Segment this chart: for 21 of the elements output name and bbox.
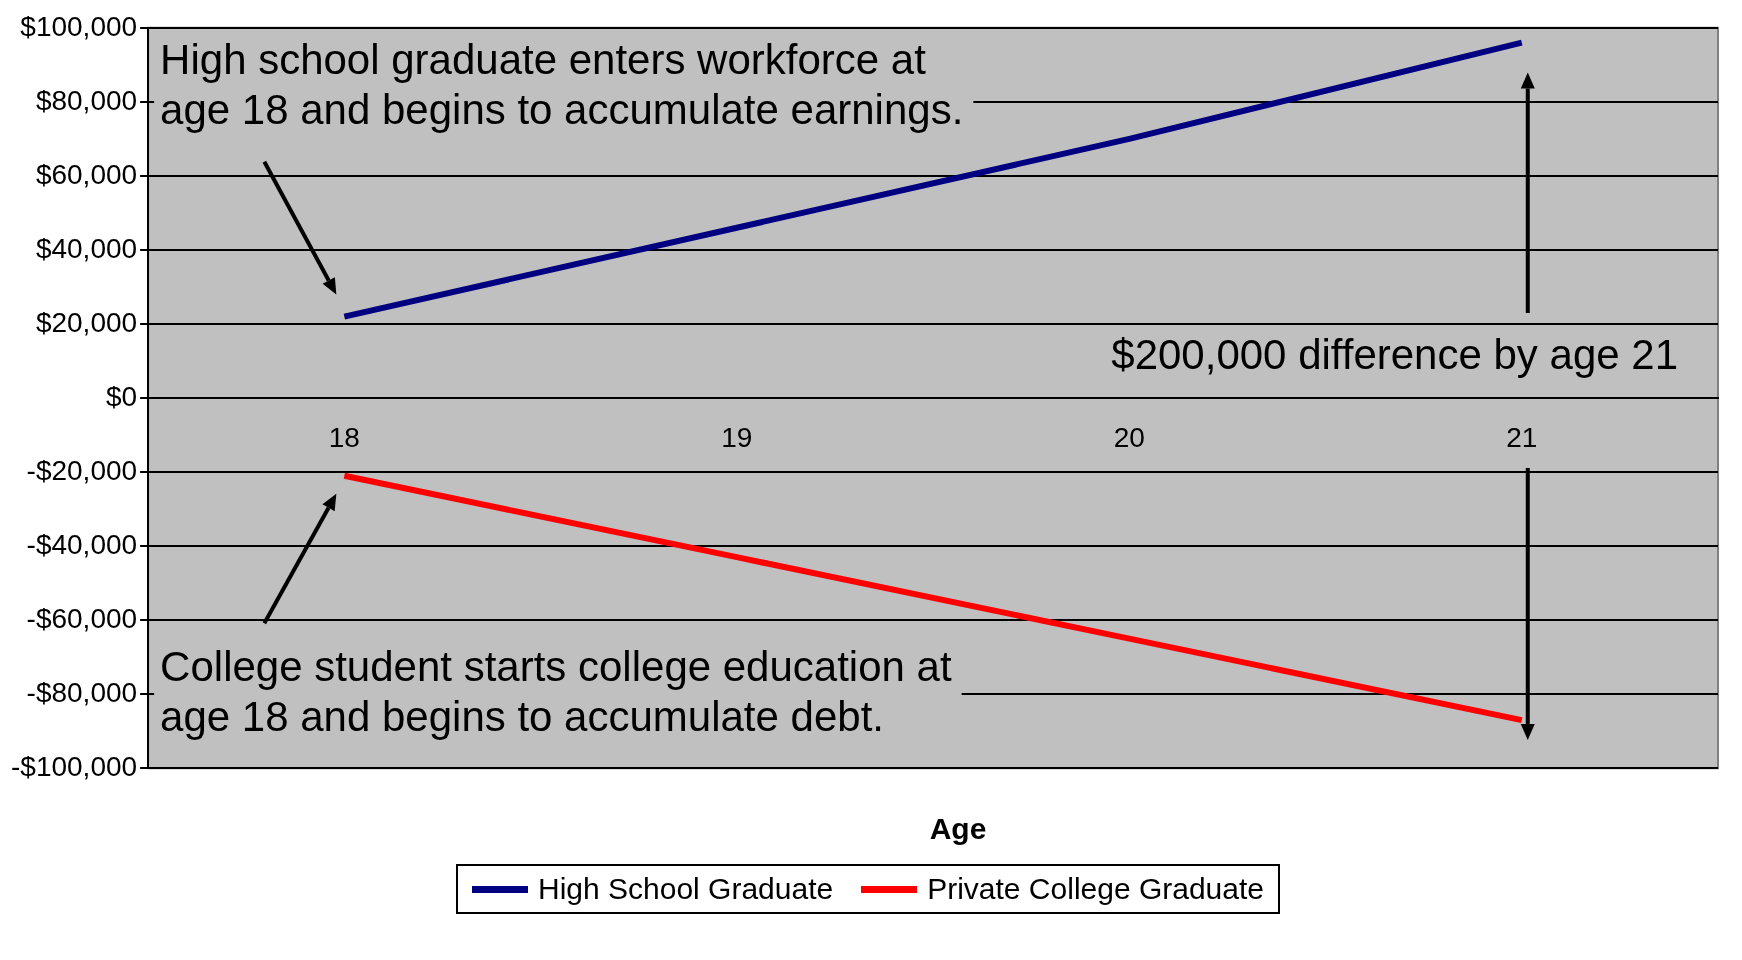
y-tick-label: $60,000: [35, 158, 138, 190]
y-tick-label: -$20,000: [26, 454, 138, 486]
y-tick-label: $40,000: [35, 232, 138, 264]
y-tick-label: $80,000: [35, 84, 138, 116]
y-tick-label: -$60,000: [26, 602, 138, 634]
x-axis-title: Age: [928, 812, 988, 846]
annotation: High school graduate enters workforce at age 18 and begins to accumulate earnings.: [160, 36, 964, 134]
y-tick-label: -$100,000: [11, 750, 138, 782]
x-tick-label: 21: [1506, 421, 1538, 453]
legend-label: High School Graduate: [537, 872, 834, 906]
y-tick-label: -$40,000: [26, 528, 138, 560]
x-tick-label: 18: [328, 421, 360, 453]
y-tick-label: $20,000: [35, 306, 138, 338]
x-tick-label: 19: [721, 421, 753, 453]
annotation: $200,000 difference by age 21: [1111, 330, 1678, 378]
annotation: College student starts college education at age 18 and begins to accumulate debt.: [160, 642, 952, 740]
y-tick-label: $0: [105, 380, 138, 412]
y-tick-label: -$80,000: [26, 676, 138, 708]
y-tick-label: $100,000: [20, 10, 138, 42]
x-tick-label: 20: [1113, 421, 1145, 453]
legend-label: Private College Graduate: [927, 872, 1265, 906]
